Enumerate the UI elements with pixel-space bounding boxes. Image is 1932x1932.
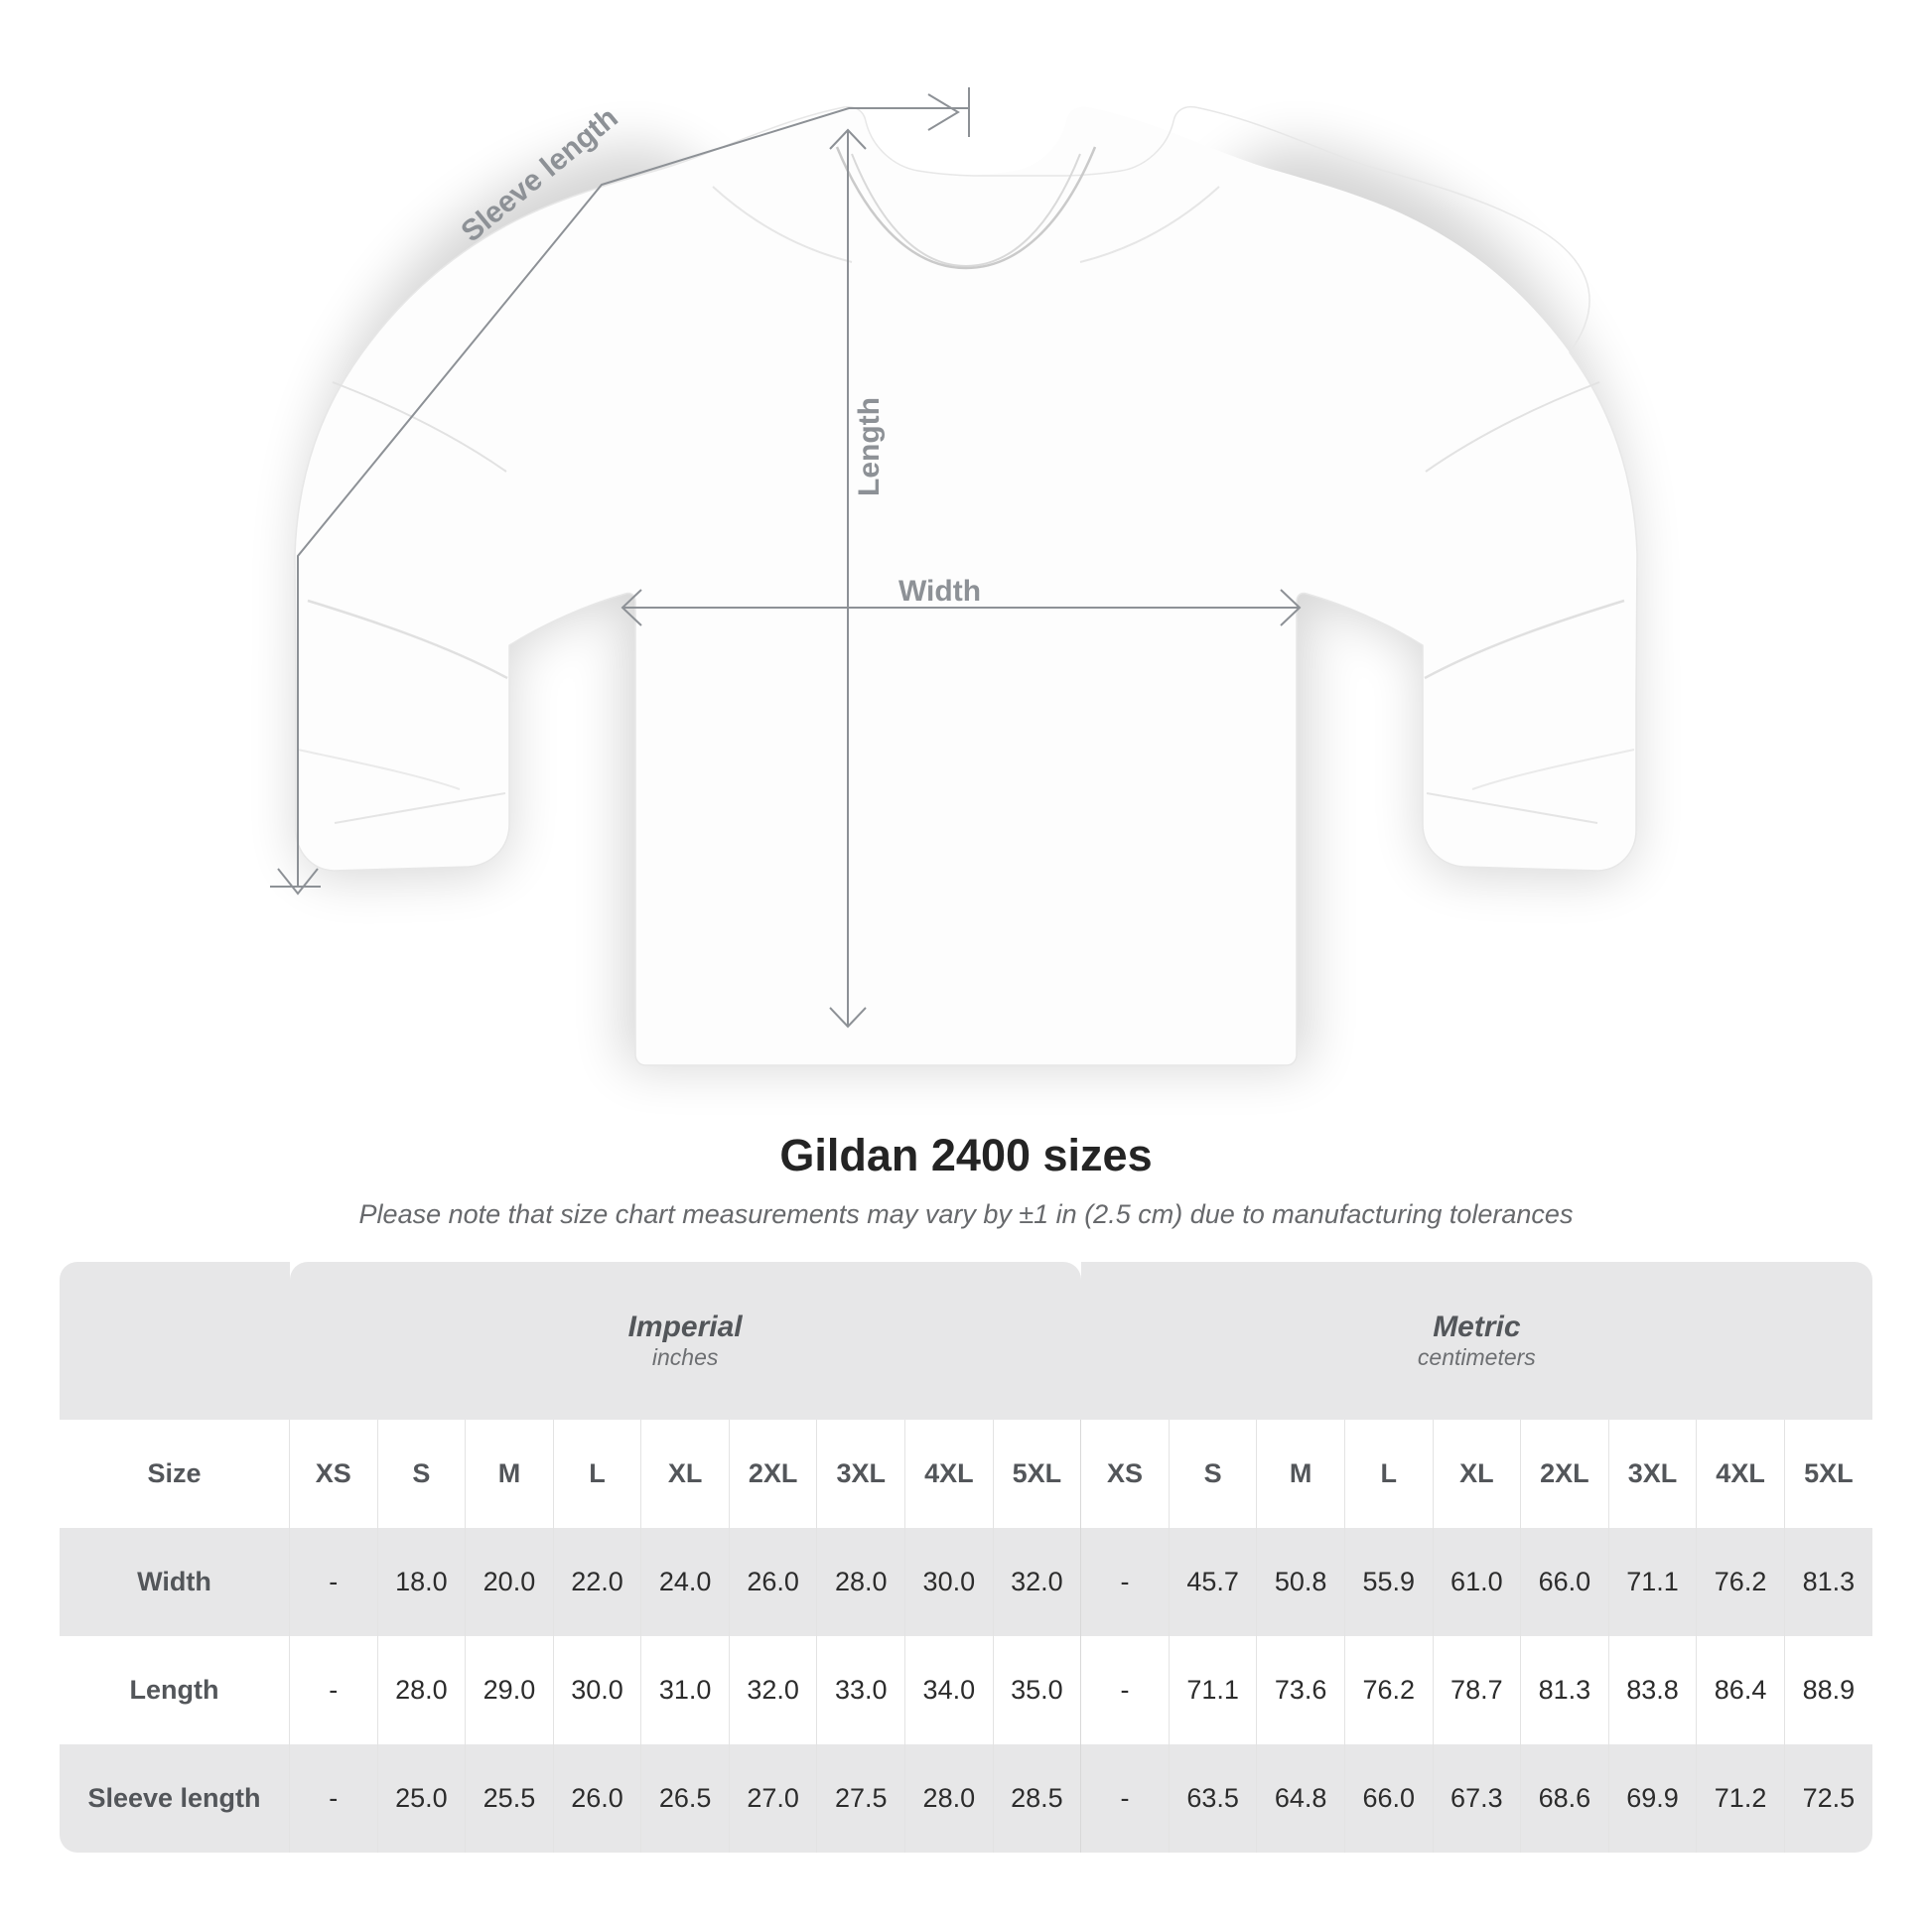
svg-text:Width: Width [898,575,981,608]
svg-text:Length: Length [853,397,886,496]
